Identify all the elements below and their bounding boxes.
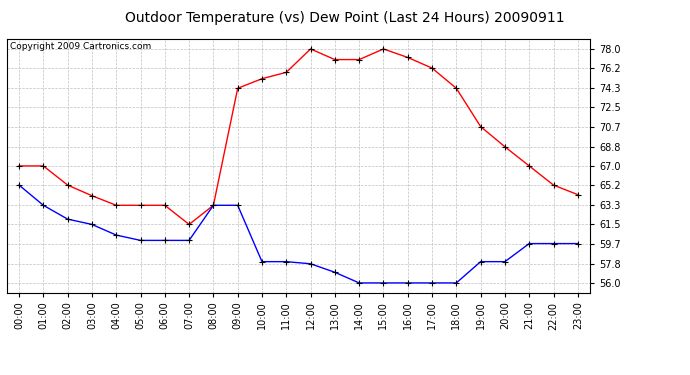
Text: Copyright 2009 Cartronics.com: Copyright 2009 Cartronics.com: [10, 42, 151, 51]
Text: Outdoor Temperature (vs) Dew Point (Last 24 Hours) 20090911: Outdoor Temperature (vs) Dew Point (Last…: [125, 11, 565, 25]
